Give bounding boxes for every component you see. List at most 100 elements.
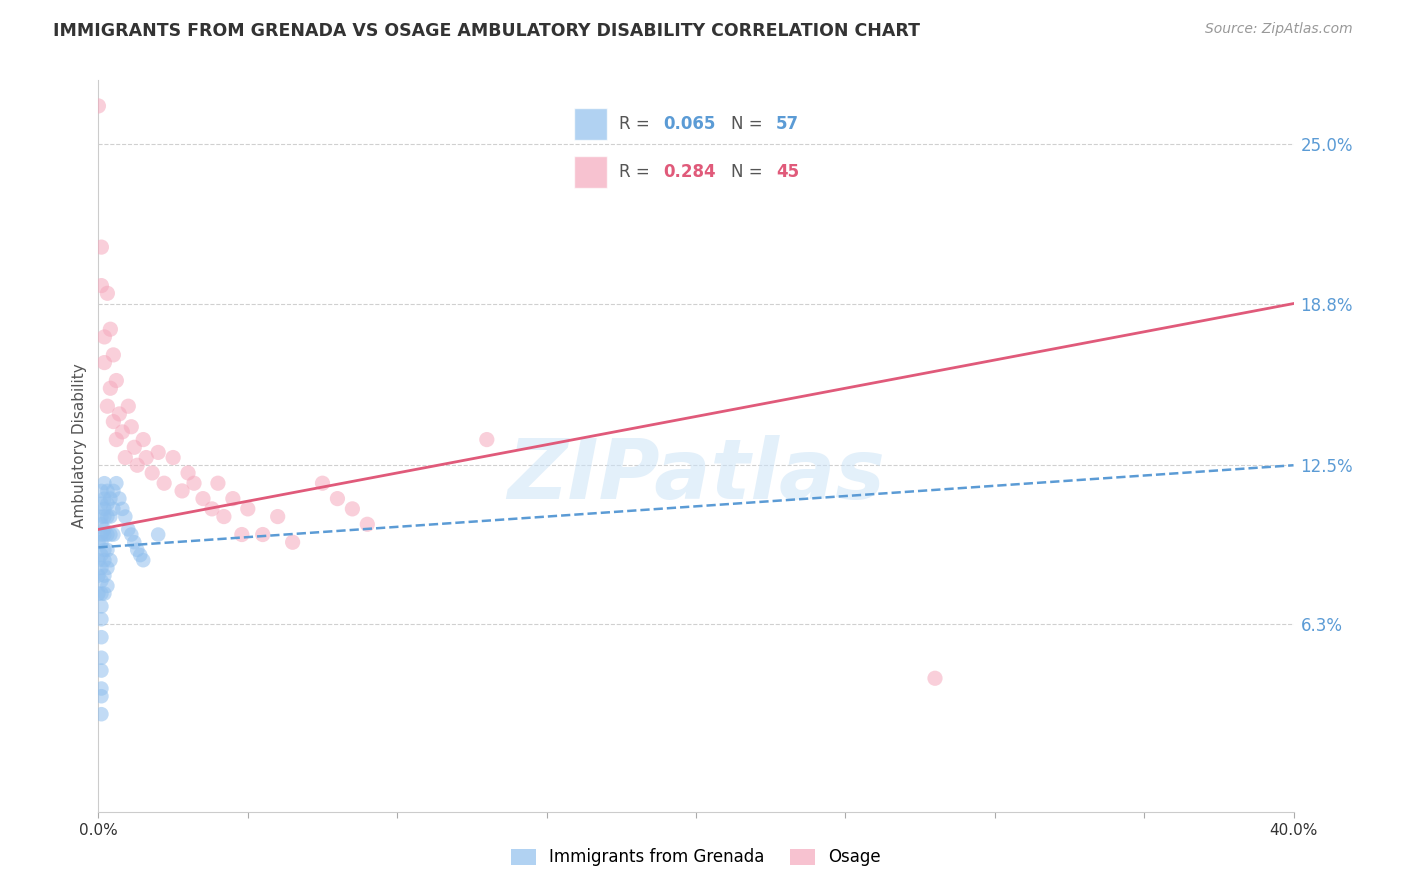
Point — [87, 99, 110, 113]
Point — [98, 322, 122, 336]
Point — [201, 501, 224, 516]
Point — [114, 509, 136, 524]
Point — [129, 548, 152, 562]
Point — [141, 466, 163, 480]
Point — [90, 548, 112, 562]
Point — [98, 527, 122, 541]
Point — [98, 491, 122, 506]
Point — [924, 671, 946, 685]
Point — [93, 523, 115, 537]
Point — [153, 476, 176, 491]
Point — [103, 348, 125, 362]
Point — [120, 527, 142, 541]
Point — [90, 535, 112, 549]
Point — [96, 286, 118, 301]
Point — [87, 568, 110, 582]
Point — [475, 433, 498, 447]
Point — [132, 433, 155, 447]
Point — [281, 535, 304, 549]
Point — [103, 527, 125, 541]
Point — [207, 476, 229, 491]
Point — [90, 681, 112, 696]
Text: 0.284: 0.284 — [664, 163, 716, 181]
Text: 57: 57 — [776, 115, 799, 133]
Point — [90, 278, 112, 293]
Text: N =: N = — [731, 115, 768, 133]
Point — [105, 433, 128, 447]
Point — [96, 527, 118, 541]
Point — [96, 399, 118, 413]
Point — [117, 523, 139, 537]
Point — [90, 561, 112, 575]
Point — [90, 690, 112, 704]
Point — [108, 407, 131, 421]
Point — [111, 501, 134, 516]
Point — [90, 483, 112, 498]
Point — [93, 355, 115, 369]
Point — [222, 491, 245, 506]
Point — [90, 497, 112, 511]
Point — [93, 476, 115, 491]
Point — [87, 553, 110, 567]
Point — [96, 483, 118, 498]
Point — [231, 527, 253, 541]
Point — [103, 415, 125, 429]
Point — [90, 240, 112, 254]
Point — [93, 568, 115, 582]
Point — [90, 517, 112, 532]
Point — [326, 491, 349, 506]
Point — [90, 527, 112, 541]
Point — [111, 425, 134, 439]
Point — [252, 527, 274, 541]
Point — [114, 450, 136, 465]
Point — [267, 509, 290, 524]
Text: 0.065: 0.065 — [664, 115, 716, 133]
Point — [87, 535, 110, 549]
Point — [172, 483, 194, 498]
Point — [342, 501, 364, 516]
Point — [98, 553, 122, 567]
Point — [103, 483, 125, 498]
Point — [356, 517, 378, 532]
Point — [148, 445, 170, 459]
Text: N =: N = — [731, 163, 768, 181]
Point — [105, 476, 128, 491]
Text: 45: 45 — [776, 163, 799, 181]
Point — [236, 501, 259, 516]
Point — [93, 553, 115, 567]
Point — [90, 664, 112, 678]
Point — [124, 535, 146, 549]
Point — [90, 599, 112, 614]
Text: R =: R = — [619, 115, 655, 133]
Point — [87, 586, 110, 600]
Point — [93, 509, 115, 524]
Point — [90, 612, 112, 626]
Bar — [574, 156, 607, 188]
Bar — [574, 108, 607, 140]
Point — [96, 561, 118, 575]
Point — [90, 630, 112, 644]
Point — [93, 543, 115, 558]
Point — [177, 466, 200, 480]
Point — [90, 707, 112, 722]
Point — [127, 458, 149, 473]
Y-axis label: Ambulatory Disability: Ambulatory Disability — [72, 364, 87, 528]
Point — [127, 543, 149, 558]
Point — [90, 509, 112, 524]
Point — [98, 381, 122, 395]
Point — [90, 586, 112, 600]
Point — [124, 440, 146, 454]
Point — [90, 650, 112, 665]
Point — [162, 450, 184, 465]
Point — [191, 491, 214, 506]
Point — [183, 476, 205, 491]
Point — [103, 501, 125, 516]
Point — [93, 586, 115, 600]
Text: ZIPatlas: ZIPatlas — [508, 434, 884, 516]
Point — [135, 450, 157, 465]
Point — [90, 574, 112, 588]
Point — [120, 419, 142, 434]
Point — [96, 509, 118, 524]
Point — [117, 399, 139, 413]
Point — [132, 553, 155, 567]
